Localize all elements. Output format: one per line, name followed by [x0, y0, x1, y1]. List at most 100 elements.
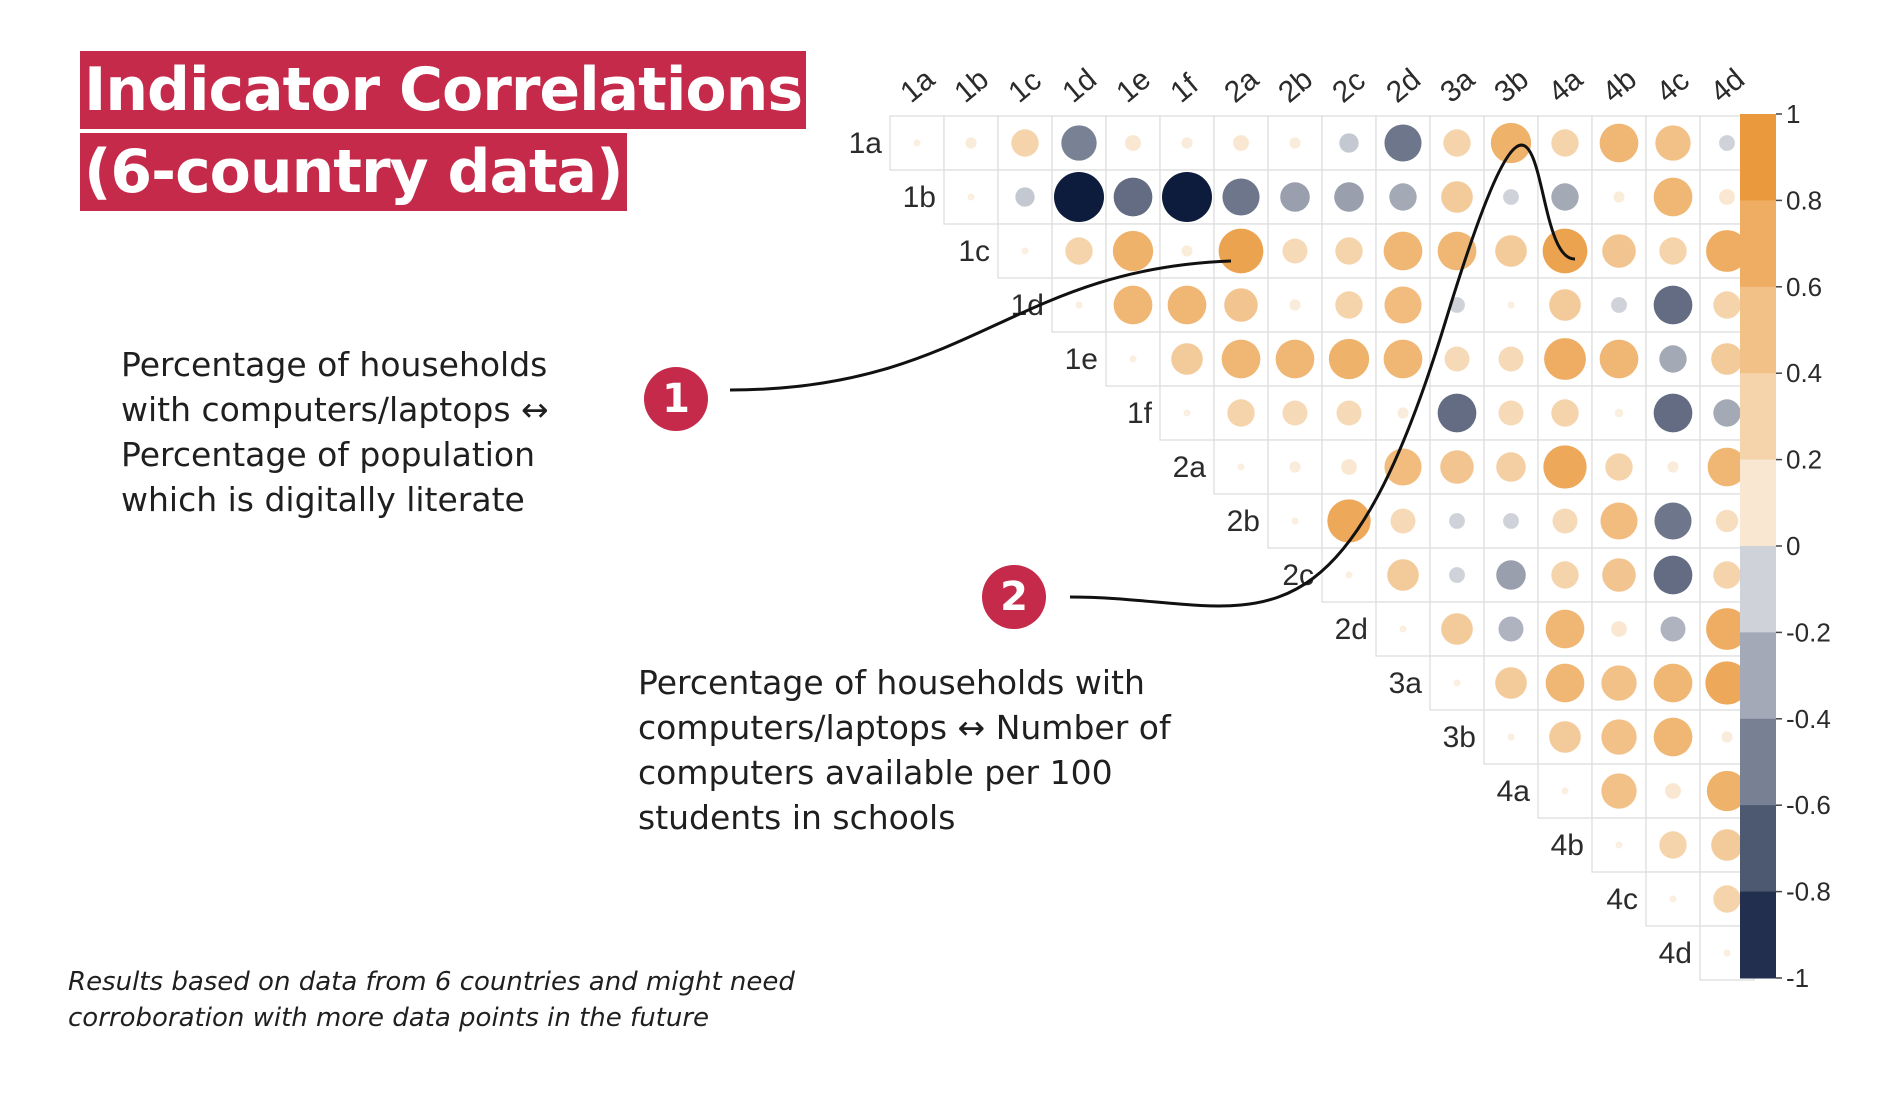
- correlation-circle-3b-3b: [1507, 733, 1515, 741]
- correlation-circle-1b-1b: [967, 193, 975, 201]
- correlation-circle-4b-4b: [1615, 841, 1623, 849]
- correlation-circle-2d-2d: [1399, 625, 1407, 633]
- correlation-circle-1d-4d: [1713, 291, 1741, 319]
- colorbar-tick-label: -0.8: [1786, 877, 1831, 907]
- correlation-circle-1f-3a: [1437, 393, 1477, 433]
- correlation-circle-1f-2d: [1397, 407, 1409, 419]
- correlation-circle-3b-4a: [1549, 721, 1581, 753]
- correlation-circle-1c-3a: [1437, 231, 1477, 271]
- correlation-circle-1a-4d: [1719, 135, 1735, 151]
- correlation-circle-1e-3b: [1498, 346, 1524, 372]
- grid-cell: [1267, 115, 1323, 171]
- row-axis-label: 4d: [1659, 937, 1692, 970]
- correlation-circle-3b-4b: [1601, 719, 1637, 755]
- correlation-circle-1f-4c: [1653, 393, 1693, 433]
- colorbar-segment: [1740, 459, 1776, 547]
- row-axis-label: 4c: [1606, 883, 1638, 916]
- correlation-circle-2a-2a: [1237, 463, 1245, 471]
- row-axis-label: 4a: [1497, 775, 1531, 808]
- correlation-circle-1d-2c: [1335, 291, 1363, 319]
- page-title-line-2: (6-country data): [80, 133, 627, 211]
- correlation-circle-3a-3a: [1453, 679, 1461, 687]
- correlation-circle-2c-4b: [1602, 558, 1636, 592]
- correlation-circle-1a-3a: [1443, 129, 1471, 157]
- correlation-circle-2b-4c: [1654, 502, 1692, 540]
- top-axis-label: 1f: [1164, 68, 1205, 110]
- correlation-circle-1b-4d: [1719, 189, 1735, 205]
- annotation-marker-2: 2: [982, 565, 1046, 629]
- correlation-circle-4c-4d: [1713, 885, 1741, 913]
- correlation-circle-2b-3b: [1503, 513, 1519, 529]
- correlation-circle-1e-1f: [1171, 343, 1203, 375]
- correlation-circle-1c-1c: [1021, 247, 1029, 255]
- top-axis-label: 2b: [1272, 63, 1319, 110]
- correlation-circle-1d-4b: [1611, 297, 1627, 313]
- colorbar-tick-label: 0.4: [1786, 358, 1822, 388]
- correlation-circle-1d-4a: [1549, 289, 1581, 321]
- top-axis-label: 1c: [1002, 64, 1047, 110]
- correlation-circle-3a-4c: [1653, 663, 1693, 703]
- correlation-circle-1d-2a: [1224, 288, 1258, 322]
- correlation-circle-4a-4a: [1561, 787, 1569, 795]
- correlation-circle-4d-4d: [1723, 949, 1731, 957]
- correlation-circle-1c-2a: [1218, 228, 1264, 274]
- correlation-circle-1f-2c: [1336, 400, 1362, 426]
- correlation-circle-2b-4d: [1715, 509, 1739, 533]
- footnote: Results based on data from 6 countries a…: [68, 967, 795, 1033]
- correlation-circle-2c-2c: [1345, 571, 1353, 579]
- correlation-circle-2b-4a: [1552, 508, 1578, 534]
- correlation-circle-2b-3a: [1449, 513, 1465, 529]
- correlation-circle-2a-3b: [1496, 452, 1526, 482]
- correlation-circle-2c-4a: [1551, 561, 1579, 589]
- correlation-circle-2d-3b: [1498, 616, 1524, 642]
- correlation-circle-1a-1c: [1011, 129, 1039, 157]
- top-axis-label: 3a: [1434, 62, 1481, 109]
- correlation-circle-2c-3a: [1449, 567, 1465, 583]
- correlation-circle-2d-4a: [1545, 609, 1585, 649]
- correlation-circle-2a-4b: [1605, 453, 1633, 481]
- correlation-circle-1e-4a: [1544, 338, 1586, 380]
- correlation-circle-1a-1b: [965, 137, 977, 149]
- top-axis-label: 2d: [1380, 63, 1427, 110]
- correlation-circle-2d-4c: [1660, 616, 1686, 642]
- top-axis-label: 4c: [1650, 64, 1695, 110]
- correlation-circle-2d-4b: [1611, 621, 1627, 637]
- circle-layer: [913, 122, 1749, 957]
- correlation-circle-1e-4d: [1711, 343, 1743, 375]
- correlation-circle-1b-3a: [1441, 181, 1473, 213]
- correlation-circle-2a-3a: [1440, 450, 1474, 484]
- row-axis-label: 1b: [903, 181, 936, 214]
- connector-line-1: [729, 259, 1232, 392]
- correlation-circle-1e-1e: [1129, 355, 1137, 363]
- correlation-circle-1b-4a: [1551, 183, 1579, 211]
- colorbar: 1 0.8 0.6 0.4 0.2 0 -0.2 -0.4 -0.6 -0.8 -1: [1740, 99, 1831, 993]
- correlation-circle-1c-2d: [1383, 231, 1423, 271]
- correlation-circle-4b-4c: [1659, 831, 1687, 859]
- correlation-circle-1d-1f: [1167, 285, 1207, 325]
- row-axis-label: 2a: [1173, 451, 1207, 484]
- correlation-circle-1f-1f: [1183, 409, 1191, 417]
- correlation-circle-1f-4d: [1713, 399, 1741, 427]
- colorbar-segment: [1740, 805, 1776, 893]
- colorbar-tick-label: -0.6: [1786, 790, 1831, 820]
- correlation-circle-1e-2c: [1328, 338, 1370, 380]
- row-axis-label: 1c: [958, 235, 990, 268]
- correlation-circle-1f-2b: [1282, 400, 1308, 426]
- correlation-circle-1b-4b: [1613, 191, 1625, 203]
- colorbar-segment: [1740, 114, 1776, 201]
- correlation-circle-2c-4d: [1713, 561, 1741, 589]
- correlation-circle-2a-4c: [1667, 461, 1679, 473]
- correlation-circle-2a-2b: [1289, 461, 1301, 473]
- correlation-circle-4c-4c: [1669, 895, 1677, 903]
- colorbar-tick-label: 0: [1786, 531, 1800, 561]
- correlation-circle-1d-1d: [1075, 301, 1083, 309]
- correlation-circle-1d-1e: [1113, 285, 1153, 325]
- correlation-circle-2b-4b: [1600, 502, 1638, 540]
- colorbar-tick-label: -0.4: [1786, 704, 1831, 734]
- colorbar-segment: [1740, 286, 1776, 374]
- correlation-circle-2b-2c: [1327, 499, 1371, 543]
- top-axis-label: 1a: [894, 62, 941, 109]
- row-axis-label: 2b: [1227, 505, 1260, 538]
- correlation-circle-1a-1d: [1061, 125, 1097, 161]
- row-axis-label: 4b: [1551, 829, 1584, 862]
